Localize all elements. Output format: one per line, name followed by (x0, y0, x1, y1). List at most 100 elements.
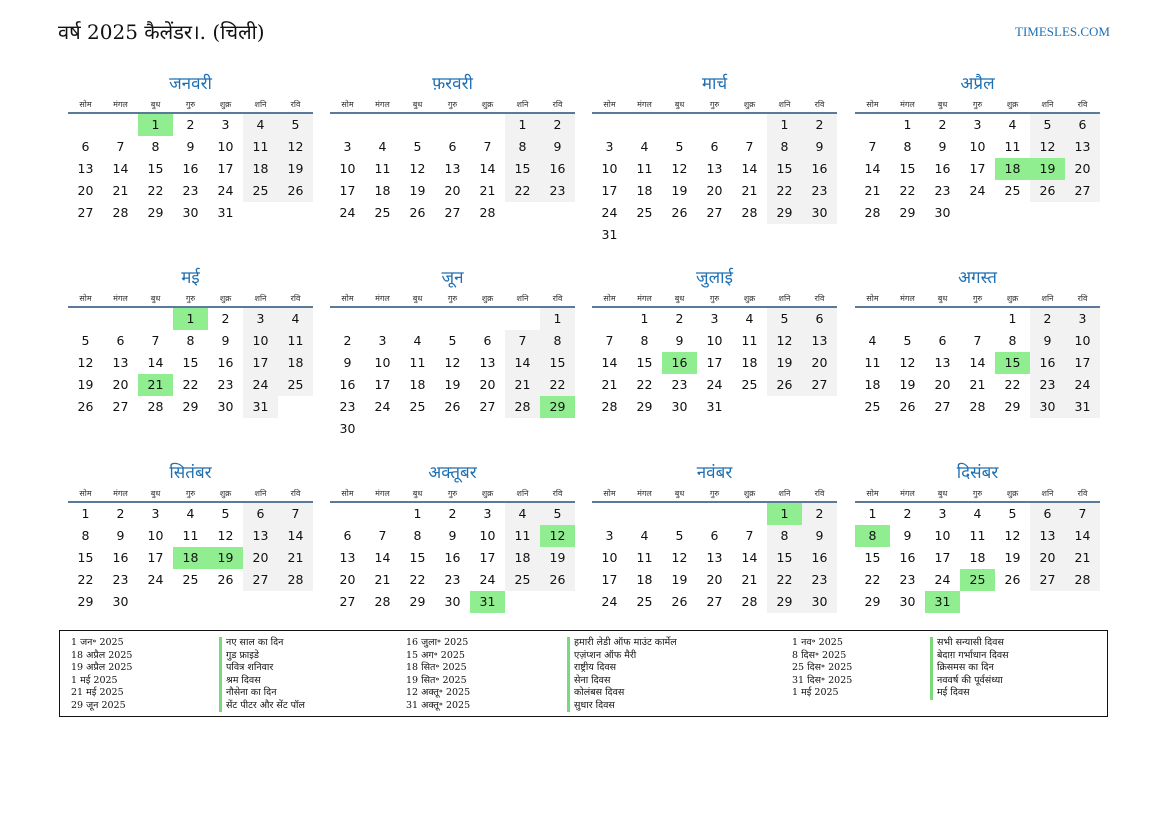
day-cell[interactable]: 4 (378, 139, 387, 154)
weekend-day-cell[interactable]: 4 (243, 114, 278, 136)
weekend-day-cell[interactable]: 30 (802, 591, 837, 613)
weekend-day-cell[interactable]: 31 (243, 396, 278, 418)
day-cell[interactable]: 2 (221, 311, 230, 326)
weekend-day-cell[interactable]: 1 (540, 308, 575, 330)
weekend-day-cell[interactable]: 17 (243, 352, 278, 374)
day-cell[interactable]: 9 (343, 355, 352, 370)
day-cell[interactable]: 16 (217, 355, 234, 370)
day-cell[interactable]: 19 (671, 572, 688, 587)
day-cell[interactable]: 17 (339, 183, 356, 198)
day-cell[interactable]: 13 (444, 161, 461, 176)
day-cell[interactable]: 11 (969, 528, 986, 543)
weekend-day-cell[interactable]: 30 (1030, 396, 1065, 418)
day-cell[interactable]: 6 (710, 139, 719, 154)
weekend-day-cell[interactable]: 5 (1030, 114, 1065, 136)
day-cell[interactable]: 24 (601, 205, 618, 220)
day-cell[interactable]: 9 (186, 139, 195, 154)
day-cell[interactable]: 13 (934, 355, 951, 370)
day-cell[interactable]: 14 (969, 355, 986, 370)
day-cell[interactable]: 6 (710, 528, 719, 543)
day-cell[interactable]: 5 (413, 139, 422, 154)
weekend-day-cell[interactable]: 13 (243, 525, 278, 547)
day-cell[interactable]: 27 (479, 399, 496, 414)
day-cell[interactable]: 5 (448, 333, 457, 348)
weekend-day-cell[interactable]: 9 (540, 136, 575, 158)
day-cell[interactable]: 21 (864, 183, 881, 198)
day-cell[interactable]: 12 (671, 161, 688, 176)
day-cell[interactable]: 5 (675, 528, 684, 543)
day-cell[interactable]: 18 (374, 183, 391, 198)
weekend-day-cell[interactable]: 27 (243, 569, 278, 591)
holiday-day-cell[interactable]: 1 (173, 308, 208, 330)
day-cell[interactable]: 31 (217, 205, 234, 220)
day-cell[interactable]: 23 (217, 377, 234, 392)
day-cell[interactable]: 21 (741, 183, 758, 198)
day-cell[interactable]: 20 (934, 377, 951, 392)
weekend-day-cell[interactable]: 30 (802, 202, 837, 224)
weekend-day-cell[interactable]: 12 (278, 136, 313, 158)
day-cell[interactable]: 21 (112, 183, 129, 198)
day-cell[interactable]: 2 (903, 506, 912, 521)
weekend-day-cell[interactable]: 18 (505, 547, 540, 569)
holiday-day-cell[interactable]: 31 (470, 591, 505, 613)
day-cell[interactable]: 31 (601, 227, 618, 242)
day-cell[interactable]: 7 (745, 139, 754, 154)
day-cell[interactable]: 27 (112, 399, 129, 414)
day-cell[interactable]: 24 (601, 594, 618, 609)
weekend-day-cell[interactable]: 16 (1030, 352, 1065, 374)
day-cell[interactable]: 27 (706, 594, 723, 609)
day-cell[interactable]: 7 (116, 139, 125, 154)
day-cell[interactable]: 10 (969, 139, 986, 154)
weekend-day-cell[interactable]: 9 (1030, 330, 1065, 352)
day-cell[interactable]: 17 (601, 572, 618, 587)
day-cell[interactable]: 23 (112, 572, 129, 587)
day-cell[interactable]: 28 (601, 399, 618, 414)
day-cell[interactable]: 26 (671, 205, 688, 220)
day-cell[interactable]: 11 (1004, 139, 1021, 154)
day-cell[interactable]: 17 (934, 550, 951, 565)
weekend-day-cell[interactable]: 16 (802, 158, 837, 180)
weekend-day-cell[interactable]: 1 (505, 114, 540, 136)
weekend-day-cell[interactable]: 18 (278, 352, 313, 374)
day-cell[interactable]: 22 (636, 377, 653, 392)
day-cell[interactable]: 11 (741, 333, 758, 348)
day-cell[interactable]: 2 (938, 117, 947, 132)
day-cell[interactable]: 14 (479, 161, 496, 176)
day-cell[interactable]: 12 (409, 161, 426, 176)
weekend-day-cell[interactable]: 16 (540, 158, 575, 180)
weekend-day-cell[interactable]: 8 (767, 136, 802, 158)
day-cell[interactable]: 18 (969, 550, 986, 565)
weekend-day-cell[interactable]: 21 (1065, 547, 1100, 569)
day-cell[interactable]: 10 (147, 528, 164, 543)
day-cell[interactable]: 26 (899, 399, 916, 414)
day-cell[interactable]: 4 (745, 311, 754, 326)
day-cell[interactable]: 26 (217, 572, 234, 587)
day-cell[interactable]: 24 (969, 183, 986, 198)
day-cell[interactable]: 10 (339, 161, 356, 176)
day-cell[interactable]: 30 (899, 594, 916, 609)
day-cell[interactable]: 27 (339, 594, 356, 609)
weekend-day-cell[interactable]: 26 (1030, 180, 1065, 202)
day-cell[interactable]: 25 (741, 377, 758, 392)
weekend-day-cell[interactable]: 18 (243, 158, 278, 180)
day-cell[interactable]: 22 (409, 572, 426, 587)
weekend-day-cell[interactable]: 15 (505, 158, 540, 180)
weekend-day-cell[interactable]: 5 (767, 308, 802, 330)
weekend-day-cell[interactable]: 22 (540, 374, 575, 396)
day-cell[interactable]: 28 (741, 594, 758, 609)
weekend-day-cell[interactable]: 24 (243, 374, 278, 396)
day-cell[interactable]: 18 (409, 377, 426, 392)
holiday-day-cell[interactable]: 21 (138, 374, 173, 396)
weekend-day-cell[interactable]: 3 (243, 308, 278, 330)
holiday-day-cell[interactable]: 31 (925, 591, 960, 613)
day-cell[interactable]: 26 (1004, 572, 1021, 587)
day-cell[interactable]: 7 (868, 139, 877, 154)
day-cell[interactable]: 3 (343, 139, 352, 154)
day-cell[interactable]: 28 (374, 594, 391, 609)
day-cell[interactable]: 14 (741, 550, 758, 565)
day-cell[interactable]: 30 (934, 205, 951, 220)
day-cell[interactable]: 25 (1004, 183, 1021, 198)
day-cell[interactable]: 2 (675, 311, 684, 326)
day-cell[interactable]: 2 (186, 117, 195, 132)
day-cell[interactable]: 19 (444, 377, 461, 392)
